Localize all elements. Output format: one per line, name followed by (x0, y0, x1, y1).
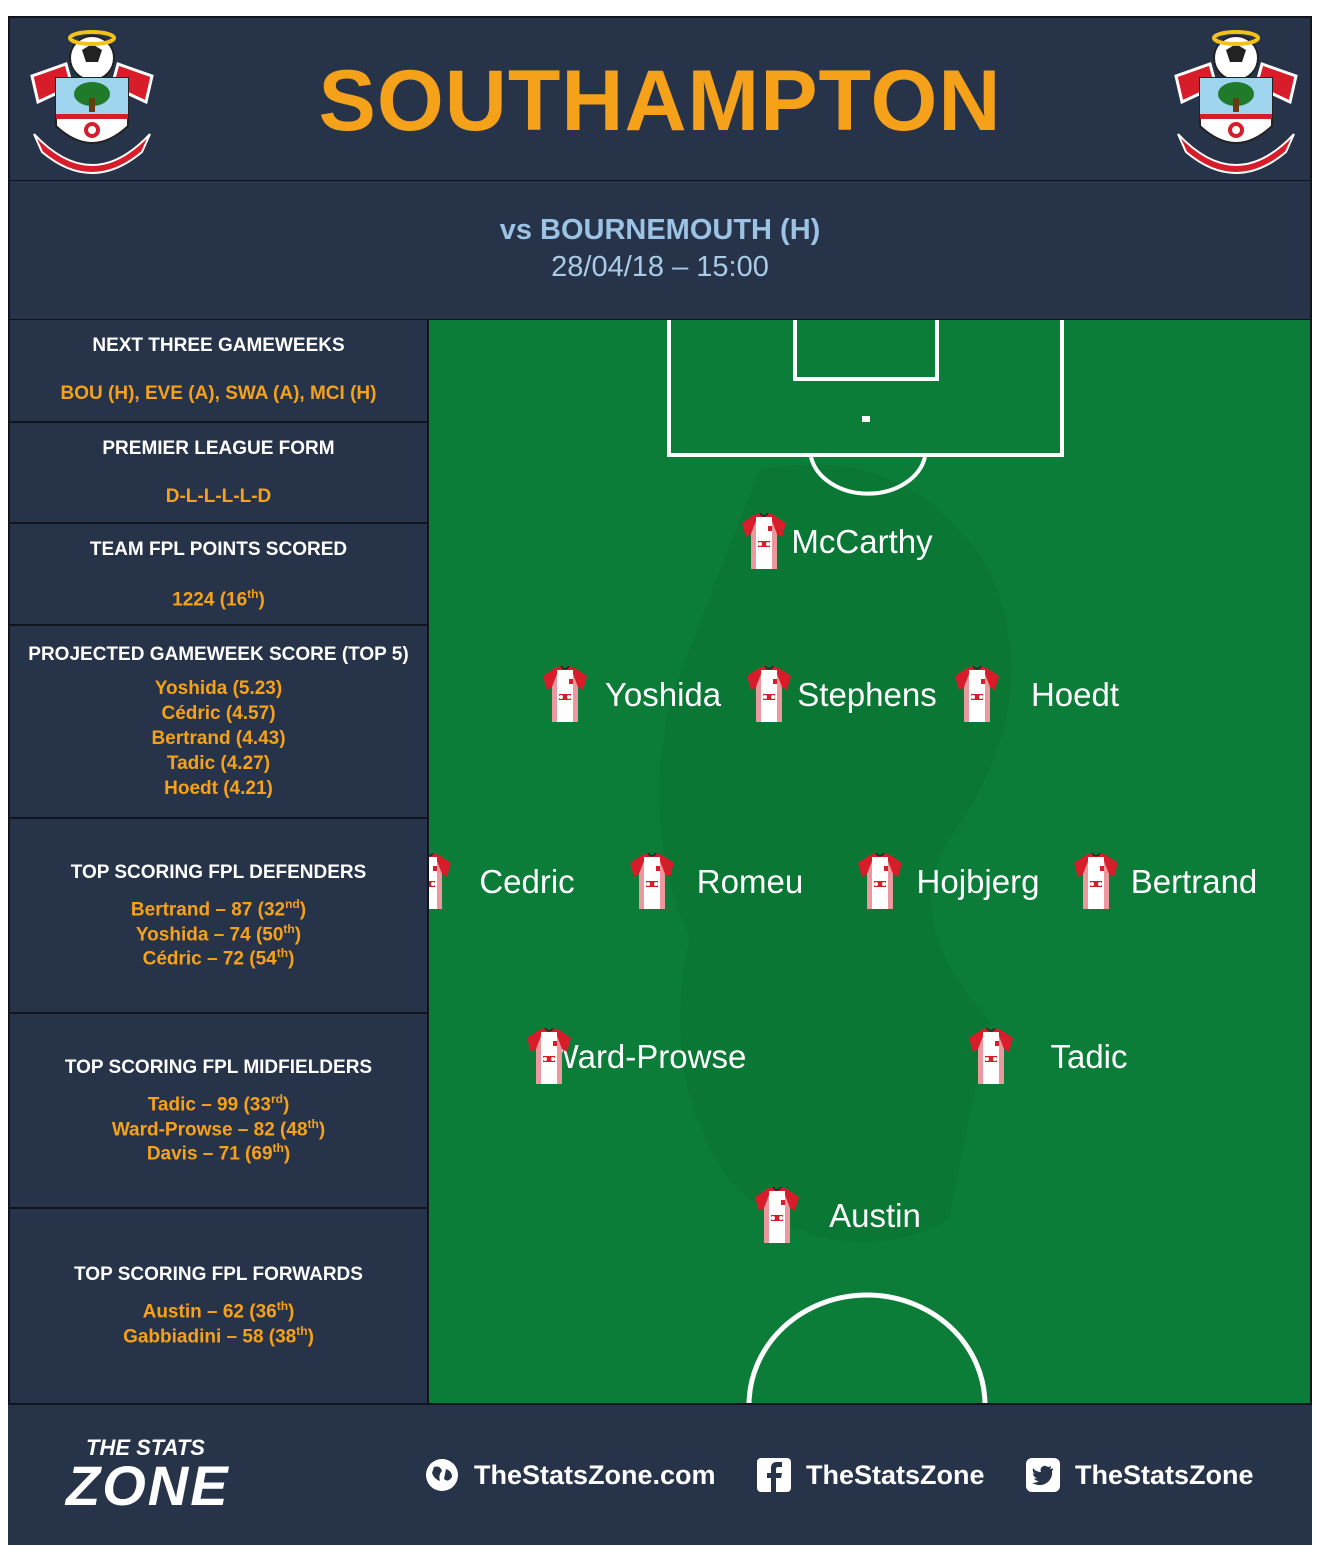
panel-title: NEXT THREE GAMEWEEKS (92, 335, 345, 356)
facebook-icon (757, 1458, 791, 1492)
facebook-link[interactable]: TheStatsZone (756, 1455, 985, 1495)
player-name: McCarthy (791, 523, 933, 560)
stats-zone-logo: THE STATS ZONE (66, 1435, 296, 1525)
twitter-icon (1026, 1458, 1060, 1492)
player-name: Cedric (479, 863, 575, 900)
pitch-markings (659, 320, 1064, 1403)
player-defender: Yoshida (543, 666, 783, 714)
list-item: Tadic (4.27) (166, 753, 271, 774)
list-item: Bertrand – 87 (32nd) (130, 897, 307, 921)
panel-next-three: NEXT THREE GAMEWEEKS BOU (H), EVE (A), S… (10, 320, 427, 423)
shirt-icon (429, 853, 451, 909)
shirt-icon (755, 1187, 799, 1243)
panel-value: BOU (H), EVE (A), SWA (A), MCI (H) (60, 383, 377, 404)
list-item: Davis – 71 (69th) (146, 1141, 291, 1165)
list-item: Bertrand (4.43) (151, 728, 286, 749)
shirt-icon (527, 1028, 571, 1084)
panel-title: TOP SCORING FPL MIDFIELDERS (64, 1057, 373, 1078)
club-title: SOUTHAMPTON (318, 53, 1002, 149)
stats-sidebar: NEXT THREE GAMEWEEKS BOU (H), EVE (A), S… (8, 320, 429, 1405)
player-defender: Stephens (747, 666, 987, 714)
list-item: Austin – 62 (36th) (142, 1299, 295, 1323)
club-crest-icon (1170, 26, 1302, 176)
shirt-icon (969, 1028, 1013, 1084)
shirt-icon (955, 666, 999, 722)
shirt-icon (742, 513, 786, 569)
logo-main-text: ZONE (66, 1454, 230, 1517)
fixture-datetime: 28/04/18 – 15:00 (551, 251, 769, 283)
player-name: Stephens (797, 676, 937, 713)
logo-top-text: THE STATS (86, 1435, 205, 1460)
player-name: Bertrand (1130, 863, 1258, 900)
twitter-text: TheStatsZone (1075, 1459, 1254, 1490)
list-item: Cédric (4.57) (161, 703, 276, 724)
shirt-icon (1074, 853, 1118, 909)
player-name: Austin (829, 1197, 921, 1234)
shirt-icon (747, 666, 791, 722)
panel-title: TOP SCORING FPL FORWARDS (74, 1264, 363, 1285)
player-name: Romeu (696, 863, 804, 900)
website-text: TheStatsZone.com (474, 1459, 716, 1490)
panel-forwards: TOP SCORING FPL FORWARDS Austin – 62 (36… (10, 1209, 427, 1405)
player-name: Yoshida (604, 676, 722, 713)
panel-title: TEAM FPL POINTS SCORED (89, 539, 348, 560)
player-attacking-mid: Tadic (969, 1028, 1209, 1076)
player-name: Ward-Prowse (547, 1038, 747, 1075)
panel-midfielders: TOP SCORING FPL MIDFIELDERS Tadic – 99 (… (10, 1014, 427, 1209)
player-midfielder: Romeu (630, 853, 870, 901)
player-name: Hojbjerg (916, 863, 1040, 900)
list-item: Hoedt (4.21) (164, 778, 273, 799)
list-item: Tadic – 99 (33rd) (147, 1092, 290, 1116)
panel-team-points: TEAM FPL POINTS SCORED 1224 (16th) (10, 524, 427, 626)
list-item: Ward-Prowse – 82 (48th) (111, 1116, 326, 1140)
shirt-icon (630, 853, 674, 909)
panel-title: PROJECTED GAMEWEEK SCORE (TOP 5) (28, 644, 409, 665)
panel-projected: PROJECTED GAMEWEEK SCORE (TOP 5) Yoshida… (10, 626, 427, 819)
list-item: Yoshida (5.23) (154, 678, 283, 699)
player-midfielder: Cedric (429, 853, 647, 901)
player-defender: Hoedt (955, 666, 1195, 714)
website-link[interactable]: TheStatsZone.com (424, 1455, 716, 1495)
shirt-icon (858, 853, 902, 909)
facebook-text: TheStatsZone (806, 1459, 985, 1490)
footer: THE STATS ZONE TheStatsZone.com TheStats… (8, 1405, 1312, 1545)
player-forward: Austin (755, 1187, 995, 1235)
panel-value: 1224 (16th) (172, 587, 265, 611)
twitter-link[interactable]: TheStatsZone (1025, 1455, 1254, 1495)
player-name: Hoedt (1030, 676, 1120, 713)
player-goalkeeper: McCarthy (742, 513, 982, 561)
shirt-icon (543, 666, 587, 722)
pitch: McCarthy Yoshida Stephens Hoedt Cedric R… (429, 320, 1312, 1405)
fixture-band: vs BOURNEMOUTH (H) 28/04/18 – 15:00 (8, 181, 1312, 321)
player-midfielder: Hojbjerg (858, 853, 1098, 901)
panel-value: D-L-L-L-L-D (165, 486, 272, 507)
fixture-opponent: vs BOURNEMOUTH (H) (499, 214, 821, 246)
panel-title: TOP SCORING FPL DEFENDERS (70, 862, 367, 883)
list-item: Cédric – 72 (54th) (142, 946, 295, 970)
list-item: Gabbiadini – 58 (38th) (123, 1323, 314, 1347)
panel-title: PREMIER LEAGUE FORM (102, 438, 335, 459)
panel-defenders: TOP SCORING FPL DEFENDERS Bertrand – 87 … (10, 819, 427, 1014)
panel-form: PREMIER LEAGUE FORM D-L-L-L-L-D (10, 423, 427, 524)
player-attacking-mid: Ward-Prowse (527, 1028, 767, 1076)
header-banner: SOUTHAMPTON (8, 16, 1312, 182)
list-item: Yoshida – 74 (50th) (135, 921, 302, 945)
globe-icon (426, 1459, 458, 1491)
player-name: Tadic (1050, 1038, 1128, 1075)
player-midfielder: Bertrand (1074, 853, 1310, 901)
